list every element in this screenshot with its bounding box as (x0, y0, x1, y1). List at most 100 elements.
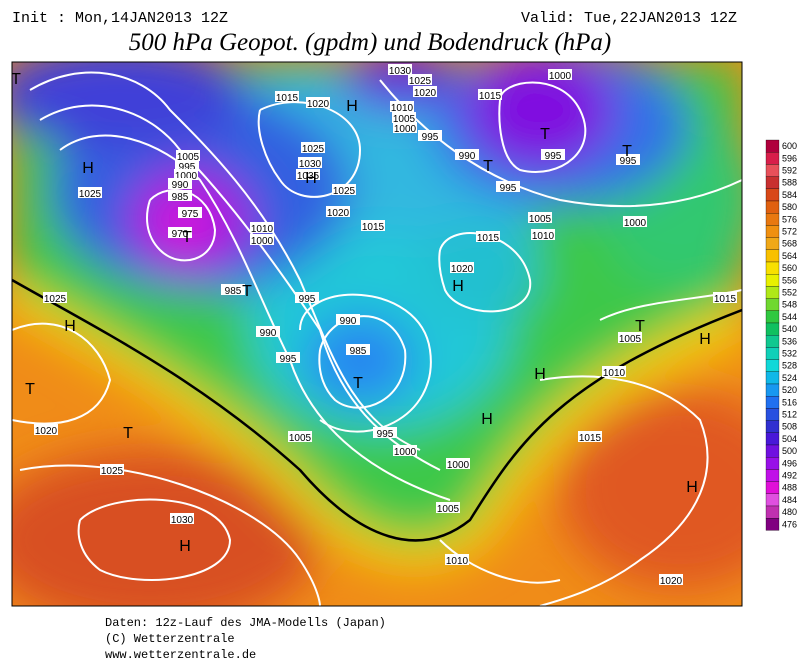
isobar-label-bg (346, 344, 370, 355)
map-frame (11, 61, 743, 607)
isobar-label: 1000 (624, 218, 647, 229)
pressure-center: T (483, 158, 493, 175)
isobar-label-bg (541, 149, 565, 160)
isobar-label-bg (301, 142, 325, 153)
isobar-label-bg (78, 187, 102, 198)
isobar-label: 1025 (409, 76, 432, 87)
isobar-label-bg (618, 332, 642, 343)
isobar-label-bg (602, 366, 626, 377)
isobar-label-bg (168, 190, 192, 201)
isobar-label-bg (476, 231, 500, 242)
isobar-label-bg (168, 227, 192, 238)
colorbar-swatch (765, 274, 780, 287)
pressure-center: H (452, 278, 464, 295)
isobar-label-bg (178, 207, 202, 218)
colorbar-label: 588 (782, 178, 797, 188)
valid-time: Valid: Tue,22JAN2013 12Z (521, 10, 737, 27)
isobar-label-bg (174, 169, 198, 180)
isobar-label: 995 (620, 156, 637, 167)
isobar-label-bg (390, 101, 414, 112)
isobar-label-bg (446, 458, 470, 469)
isobar-label-bg (336, 314, 360, 325)
isobar-label-bg (175, 160, 199, 171)
colorbar-label: 540 (782, 324, 797, 334)
colorbar-swatch (765, 249, 780, 263)
isobar-label: 995 (280, 354, 297, 365)
colorbar-label: 508 (782, 422, 797, 432)
colorbar-label: 592 (782, 166, 797, 176)
isobar-label-bg (296, 169, 320, 180)
isobar-label: 1010 (391, 103, 414, 114)
isobar-label-bg (393, 445, 417, 456)
isobar-label: 1020 (35, 426, 58, 437)
colorbar-swatch (765, 444, 780, 458)
colorbar-label: 484 (782, 495, 797, 505)
isobar-label-bg (275, 91, 299, 102)
colorbar-label: 532 (782, 349, 797, 359)
isobar-label-bg (361, 220, 385, 231)
isobar-label: 1035 (297, 171, 320, 182)
isobar-label: 1000 (175, 171, 198, 182)
colorbar-swatch (765, 213, 780, 226)
isobar-label-bg (623, 216, 647, 227)
isobar-label-bg (168, 178, 192, 189)
isobar-label: 1025 (302, 144, 325, 155)
isobar-label: 985 (350, 346, 367, 357)
isobar-label: 990 (340, 316, 357, 327)
isobar-label: 1015 (477, 233, 500, 244)
isobar-label: 1005 (437, 504, 460, 515)
isobar-label-bg (332, 184, 356, 195)
isobar-label: 1010 (446, 556, 469, 567)
isobar-label: 1020 (307, 99, 330, 110)
colorbar-swatch (765, 457, 780, 470)
colorbar-label: 536 (782, 336, 797, 346)
footer-line: www.wetterzentrale.de (105, 648, 256, 662)
footer-line: Daten: 12z-Lauf des JMA-Modells (Japan) (105, 616, 386, 630)
colorbar-label: 488 (782, 483, 797, 493)
isobar-label-bg (392, 112, 416, 123)
colorbar-swatch (765, 396, 780, 409)
colorbar-label: 504 (782, 434, 797, 444)
pressure-center: H (534, 366, 546, 383)
colorbar: 600 596 592 588 584 580 576 572 568 564 560 556 552 5… (765, 139, 797, 531)
colorbar-label: 520 (782, 385, 797, 395)
isobar-label-bg (450, 262, 474, 273)
pressure-center: T (353, 375, 363, 392)
isobar-label: 1015 (479, 91, 502, 102)
colorbar-swatch (765, 200, 780, 214)
pressure-center: T (182, 229, 192, 246)
isobar-label: 995 (545, 151, 562, 162)
pressure-center: T (242, 283, 252, 300)
isobar-label-bg (250, 234, 274, 245)
colorbar-swatch (765, 420, 780, 433)
isobar-label-bg (256, 326, 280, 337)
colorbar-swatch (765, 383, 780, 397)
isobar-label-bg (100, 464, 124, 475)
isobar-label: 990 (172, 180, 189, 191)
colorbar-swatch (765, 176, 780, 189)
isobar-label: 990 (260, 328, 277, 339)
isobar-label-bg (418, 130, 442, 141)
isobar-label-bg (43, 292, 67, 303)
isobar-label-bg (496, 181, 520, 192)
pressure-center: T (540, 126, 550, 143)
colorbar-label: 552 (782, 288, 797, 298)
isobar-label: 1020 (327, 208, 350, 219)
isobar-label-bg (616, 154, 640, 165)
colorbar-swatch (765, 518, 780, 531)
isobar-label: 1020 (414, 88, 437, 99)
colorbar-swatch (765, 347, 780, 360)
isobar-label-bg (408, 74, 432, 85)
isobar-label-bg (478, 89, 502, 100)
pressure-center: T (11, 71, 21, 88)
colorbar-label: 548 (782, 300, 797, 310)
colorbar-label: 524 (782, 373, 797, 383)
pressure-center: H (305, 170, 317, 187)
isobar-label: 1030 (389, 66, 412, 77)
pressure-center: T (635, 318, 645, 335)
isobar-label: 995 (299, 294, 316, 305)
colorbar-swatch (765, 335, 780, 348)
isobar-label-bg (455, 149, 479, 160)
isobar-label: 1000 (394, 124, 417, 135)
